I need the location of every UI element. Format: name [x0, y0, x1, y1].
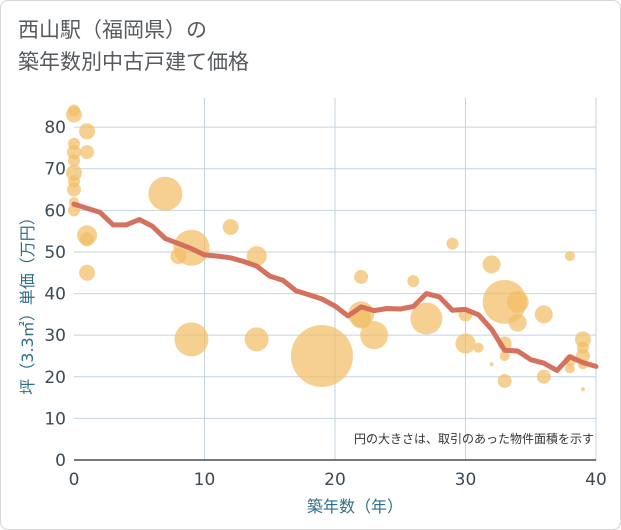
data-bubble: [66, 106, 82, 123]
data-bubble: [351, 308, 372, 329]
grid: [74, 98, 597, 460]
data-bubble: [564, 363, 575, 374]
data-bubble: [497, 373, 512, 388]
data-bubble: [68, 154, 80, 167]
chart-title-line2: 築年数別中古戸建て価格: [18, 50, 249, 74]
data-bubble: [67, 182, 81, 197]
data-bubble: [174, 322, 209, 357]
data-bubble: [79, 264, 96, 281]
data-bubble: [244, 327, 269, 352]
data-bubble: [499, 350, 510, 361]
data-bubble: [222, 218, 239, 235]
bubble-size-note: 円の大きさは、取引のあった物件面積を示す: [354, 431, 594, 446]
data-bubble: [455, 333, 476, 354]
y-tick-label: 30: [44, 326, 66, 346]
data-bubble: [354, 269, 369, 284]
x-tick-label: 0: [69, 470, 80, 490]
data-bubble: [80, 145, 95, 160]
data-bubble: [489, 362, 494, 367]
y-tick-label: 10: [44, 409, 66, 429]
y-tick-label: 60: [44, 201, 66, 221]
data-bubble: [290, 324, 353, 387]
data-bubble: [473, 342, 484, 353]
y-tick-label: 50: [44, 243, 66, 263]
x-tick-label: 40: [585, 470, 607, 490]
data-bubble: [482, 279, 527, 324]
x-tick-label: 20: [324, 470, 346, 490]
data-bubble: [564, 251, 575, 262]
data-bubble: [446, 237, 459, 250]
data-bubble: [534, 305, 553, 324]
bubbles: [66, 104, 591, 392]
x-axis-label: 築年数（年）: [307, 497, 403, 516]
y-tick-label: 70: [44, 160, 66, 180]
y-tick-label: 20: [44, 368, 66, 388]
data-bubble: [407, 275, 420, 288]
data-bubble: [508, 313, 527, 332]
data-bubble: [482, 255, 501, 274]
data-bubble: [506, 290, 529, 313]
x-tick-label: 30: [455, 470, 477, 490]
data-bubble: [246, 246, 267, 267]
data-bubble: [580, 387, 585, 392]
y-tick-label: 40: [44, 285, 66, 305]
data-bubble: [360, 321, 389, 350]
data-bubble: [536, 369, 551, 384]
y-tick-label: 0: [55, 451, 66, 471]
data-bubble: [79, 123, 96, 140]
data-bubble: [148, 176, 183, 211]
chart-title: 西山駅（福岡県）の 築年数別中古戸建て価格: [18, 14, 249, 78]
data-bubble: [410, 302, 443, 335]
x-tick-label: 10: [194, 470, 216, 490]
chart-title-line1: 西山駅（福岡県）の: [18, 18, 207, 42]
data-bubble: [80, 232, 95, 247]
y-tick-label: 80: [44, 118, 66, 138]
y-axis-label: 坪（3.3㎡）単価（万円）: [18, 209, 37, 394]
trend-line: [71, 201, 599, 373]
ticks: 0 10 20 30 40 0 10 20 30 40 50 60 70 80: [44, 118, 606, 490]
